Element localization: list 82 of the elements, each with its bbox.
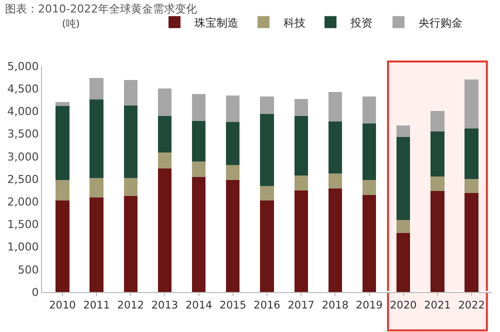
bar bbox=[294, 190, 308, 292]
bar bbox=[56, 180, 70, 201]
bar bbox=[260, 96, 274, 114]
y-tick-label: 0 bbox=[32, 286, 39, 299]
bar bbox=[396, 126, 410, 137]
y-tick-label: 1,500 bbox=[7, 218, 39, 232]
x-tick-label: 2011 bbox=[83, 300, 110, 312]
bar bbox=[328, 188, 342, 292]
bar bbox=[294, 116, 308, 176]
x-tick-label: 2014 bbox=[185, 300, 212, 312]
x-tick-label: 2019 bbox=[356, 300, 383, 312]
bar bbox=[328, 122, 342, 174]
bar bbox=[464, 193, 478, 292]
bar bbox=[464, 179, 478, 194]
bar bbox=[192, 94, 206, 122]
x-tick-label: 2021 bbox=[424, 300, 451, 312]
y-tick-label: 4,500 bbox=[7, 82, 39, 96]
bar bbox=[90, 178, 104, 198]
bar bbox=[430, 176, 444, 192]
bar bbox=[124, 105, 138, 178]
x-tick-label: 2013 bbox=[151, 300, 178, 312]
bar bbox=[362, 194, 376, 292]
legend-label: 央行购金 bbox=[418, 16, 462, 30]
bar bbox=[124, 80, 138, 106]
y-tick-label: 3,500 bbox=[7, 128, 39, 141]
chart-title: 图表：2010-2022年全球黄金需求变化 bbox=[5, 2, 197, 16]
bar bbox=[362, 123, 376, 180]
bar bbox=[158, 168, 172, 292]
bar bbox=[226, 95, 240, 122]
bar bbox=[430, 132, 444, 176]
x-tick-label: 2017 bbox=[288, 300, 314, 312]
legend-label: 珠宝制造 bbox=[194, 16, 238, 30]
bar bbox=[90, 198, 104, 292]
bar bbox=[260, 186, 274, 201]
bar bbox=[158, 152, 172, 169]
bar bbox=[464, 80, 478, 128]
y-tick-label: 1,000 bbox=[7, 240, 39, 254]
bar bbox=[124, 196, 138, 292]
bar bbox=[430, 111, 444, 132]
bar bbox=[192, 177, 206, 292]
y-axis-title: (吨) bbox=[62, 18, 80, 30]
x-tick-label: 2012 bbox=[117, 300, 144, 312]
x-tick-label: 2022 bbox=[458, 300, 485, 312]
y-tick-label: 4,000 bbox=[7, 105, 39, 118]
bar bbox=[328, 174, 342, 188]
bar bbox=[260, 200, 274, 292]
x-tick-label: 2015 bbox=[220, 300, 246, 312]
bar bbox=[56, 102, 70, 106]
bar bbox=[226, 164, 240, 180]
x-tick-label: 2018 bbox=[322, 300, 349, 312]
bar bbox=[396, 232, 410, 292]
bar bbox=[90, 99, 104, 178]
bar bbox=[192, 161, 206, 178]
bar bbox=[56, 106, 70, 180]
bar bbox=[226, 180, 240, 292]
y-tick-label: 3,000 bbox=[7, 150, 39, 164]
bar bbox=[464, 128, 478, 179]
bar bbox=[56, 200, 70, 292]
y-tick-label: 2,500 bbox=[7, 172, 39, 186]
bar bbox=[90, 78, 104, 100]
bar bbox=[294, 99, 308, 116]
bar bbox=[294, 175, 308, 190]
legend-label: 科技 bbox=[284, 16, 306, 30]
bar bbox=[124, 178, 138, 196]
bar bbox=[260, 114, 274, 186]
y-tick-label: 2,000 bbox=[7, 195, 39, 208]
y-tick-label: 5,000 bbox=[7, 60, 39, 73]
bar bbox=[362, 180, 376, 195]
y-tick-label: 500 bbox=[18, 263, 39, 276]
bar bbox=[430, 191, 444, 292]
bar bbox=[158, 88, 172, 116]
bar bbox=[362, 96, 376, 124]
bar bbox=[158, 116, 172, 152]
bar bbox=[396, 136, 410, 220]
x-tick-label: 2020 bbox=[390, 300, 417, 312]
legend-label: 投资 bbox=[350, 16, 372, 30]
bar bbox=[328, 92, 342, 122]
bar bbox=[192, 121, 206, 162]
bar bbox=[226, 122, 240, 165]
bar bbox=[396, 220, 410, 233]
x-tick-label: 2010 bbox=[49, 300, 76, 312]
x-tick-label: 2016 bbox=[254, 300, 281, 312]
